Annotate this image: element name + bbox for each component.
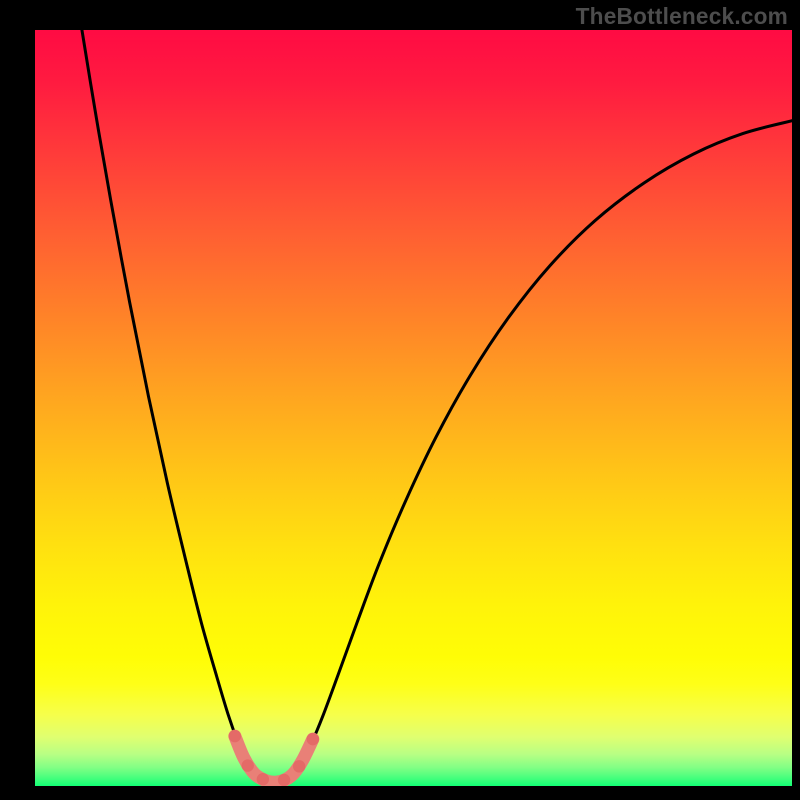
- bottom-overlay-stroke: [235, 736, 313, 782]
- bottom-marker: [278, 774, 290, 786]
- watermark-text: TheBottleneck.com: [576, 3, 788, 30]
- bottom-marker: [307, 733, 319, 745]
- bottleneck-curve: [82, 30, 792, 783]
- bottom-marker: [229, 730, 241, 742]
- bottom-marker: [242, 759, 254, 771]
- plot-area: [35, 30, 792, 786]
- bottom-marker: [257, 773, 269, 785]
- bottom-marker: [293, 760, 305, 772]
- chart-svg: [35, 30, 792, 786]
